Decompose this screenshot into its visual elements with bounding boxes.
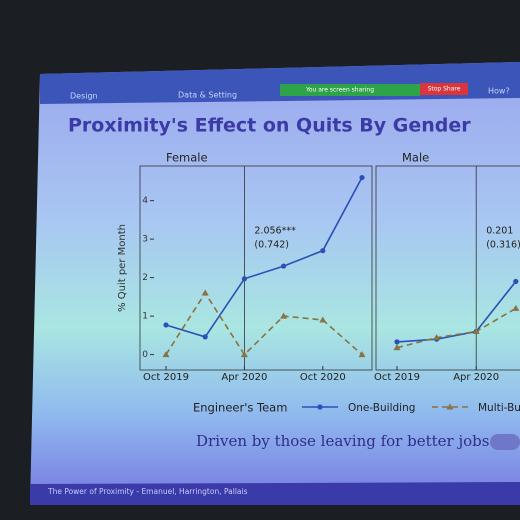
footer: The Power of Proximity - Emanuel, Harrin… (47, 487, 248, 496)
legend-title: Engineer's Team (193, 401, 287, 415)
point (241, 276, 247, 282)
point (202, 334, 208, 340)
takeaway: Driven by those leaving for better jobs (196, 432, 489, 450)
point (281, 263, 287, 269)
series-line (165, 177, 363, 338)
point (240, 351, 248, 358)
x-tick-label: Apr 2020 (221, 372, 267, 383)
point (201, 289, 209, 296)
y-tick-label: 3 (142, 235, 148, 245)
nav-item[interactable]: Design (70, 92, 98, 101)
nav-item[interactable]: How? (488, 87, 510, 96)
panel (375, 165, 520, 371)
y-tick-label: 1 (142, 312, 148, 322)
nav-item[interactable]: Data & Setting (178, 91, 237, 100)
point (163, 322, 169, 328)
x-tick-label: Oct 2019 (143, 372, 189, 383)
legend-label: One-Building (348, 402, 415, 414)
point (472, 328, 480, 335)
x-tick-label: Apr 2020 (453, 372, 499, 383)
point (513, 278, 519, 285)
legend-marker (446, 403, 454, 410)
next-button[interactable] (490, 434, 520, 450)
annotation: (0.742) (254, 240, 289, 251)
slide-title: Proximity's Effect on Quits By Gender (68, 115, 471, 137)
point (280, 312, 288, 319)
share-bar (280, 84, 420, 96)
stop-share-button[interactable] (420, 83, 468, 95)
footer-bar (30, 482, 520, 505)
share-notice: You are screen sharing (305, 87, 374, 94)
annotation: 2.056*** (254, 226, 296, 237)
y-tick-label: 0 (142, 350, 148, 360)
series-line (396, 307, 517, 349)
y-axis-label: % Quit per Month (117, 224, 128, 312)
point (359, 174, 365, 181)
point (358, 351, 366, 358)
panel-title: Female (166, 151, 208, 165)
series-line (165, 291, 363, 356)
y-tick-label: 4 (142, 196, 148, 206)
slide (30, 62, 520, 505)
x-tick-label: Oct 2020 (300, 372, 346, 383)
x-tick-label: Oct 2019 (374, 372, 420, 383)
y-tick-label: 2 (142, 273, 148, 283)
point (319, 316, 327, 323)
point (393, 344, 401, 351)
point (512, 304, 520, 311)
point (320, 248, 326, 254)
panel (139, 165, 373, 371)
panel-title: Male (402, 151, 429, 165)
point (162, 351, 170, 358)
annotation: 0.201 (486, 226, 513, 237)
point (394, 339, 400, 345)
point (433, 334, 441, 341)
legend-label: Multi-Building (478, 402, 520, 414)
legend-marker (317, 404, 323, 410)
annotation: (0.316) (486, 240, 520, 251)
stop-share-label[interactable]: Stop Share (428, 86, 461, 93)
